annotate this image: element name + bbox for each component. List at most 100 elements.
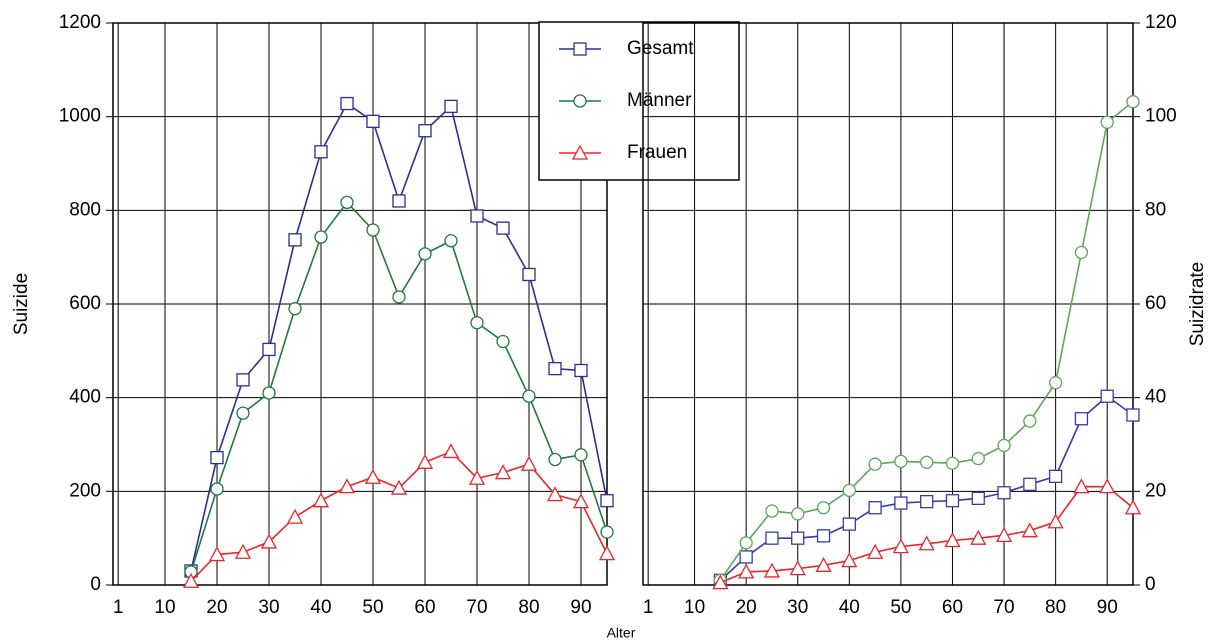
marker [210,482,224,496]
marker [995,526,1013,543]
y-tick-label: 400 [69,387,101,408]
marker [1126,408,1140,422]
series-line [719,395,1134,581]
marker [1023,414,1037,428]
x-tick-label: 20 [206,597,227,618]
x-tick-label: 40 [310,597,331,618]
marker [546,486,564,502]
marker [1048,376,1063,390]
marker [470,209,484,223]
marker [208,546,226,562]
marker [418,247,432,261]
marker [548,452,562,467]
marker [842,483,856,498]
marker [236,406,250,420]
marker [600,494,614,508]
marker [1099,478,1116,494]
marker [867,543,884,559]
marker [997,486,1011,500]
marker [520,455,538,471]
y-tick-label: 100 [1145,106,1177,127]
marker [444,234,458,248]
plot-frame [112,22,608,586]
marker [868,457,882,471]
y-tick-label: 0 [90,574,101,595]
legend-label: Gesamt [627,38,694,59]
x-tick-label: 10 [684,597,705,618]
marker [1023,477,1037,491]
marker [816,529,831,543]
marker [366,223,380,237]
y-tick-label: 0 [1145,574,1156,595]
marker [573,94,587,108]
y-tick-label: 40 [1145,387,1166,408]
x-tick-label: 50 [890,597,911,618]
x-tick-label: 90 [570,597,591,618]
marker [1074,412,1089,426]
x-tick-label: 30 [787,597,808,618]
marker [522,389,536,403]
x-tick-label: 10 [154,597,175,618]
legend-label: Frauen [627,142,687,163]
marker [338,478,356,494]
x-tick-label: 50 [362,597,383,618]
marker [815,556,832,572]
x-tick-label: 40 [839,597,860,618]
marker [791,507,805,521]
x-tick-label: 60 [942,597,963,618]
marker [522,267,536,282]
marker [288,233,302,247]
marker [1124,499,1142,515]
marker [712,574,729,590]
marker [944,532,961,548]
marker [364,468,382,484]
marker [572,493,590,509]
marker [971,491,985,506]
marker [1100,389,1114,403]
marker [945,456,960,470]
x-tick-label: 80 [518,597,539,618]
marker [920,494,934,509]
marker [920,455,934,469]
marker [210,450,224,465]
marker [1073,478,1090,494]
marker [1048,469,1063,483]
marker [1126,95,1140,109]
y-tick-label: 800 [69,199,101,220]
marker [548,361,562,376]
x-tick-label: 60 [414,597,435,618]
marker [997,438,1011,453]
y-tick-label: 20 [1145,480,1166,501]
x-tick-label: 1 [643,597,654,618]
marker [600,525,614,539]
marker [571,144,589,160]
marker [390,479,408,495]
x-tick-label: 80 [1045,597,1066,618]
y-tick-label: 80 [1145,199,1166,220]
marker [573,42,587,56]
marker [260,533,278,549]
y-tick-label: 1200 [59,12,101,33]
marker [816,501,831,515]
y-axis-label: Suizidrate [1187,262,1208,347]
marker [868,501,882,515]
marker [789,560,806,576]
marker [739,536,753,550]
marker [236,373,250,387]
series-line [190,201,608,573]
marker [182,572,200,588]
marker [894,496,908,510]
marker [418,124,432,138]
marker [314,145,328,159]
marker [366,114,380,128]
y-tick-label: 60 [1145,293,1166,314]
series-line [719,101,1134,581]
x-tick-label: 70 [993,597,1014,618]
y-tick-label: 120 [1145,12,1177,33]
marker [971,451,985,466]
legend-label: Männer [627,90,692,111]
marker [1047,513,1064,529]
marker [392,194,406,208]
y-tick-label: 200 [69,480,101,501]
